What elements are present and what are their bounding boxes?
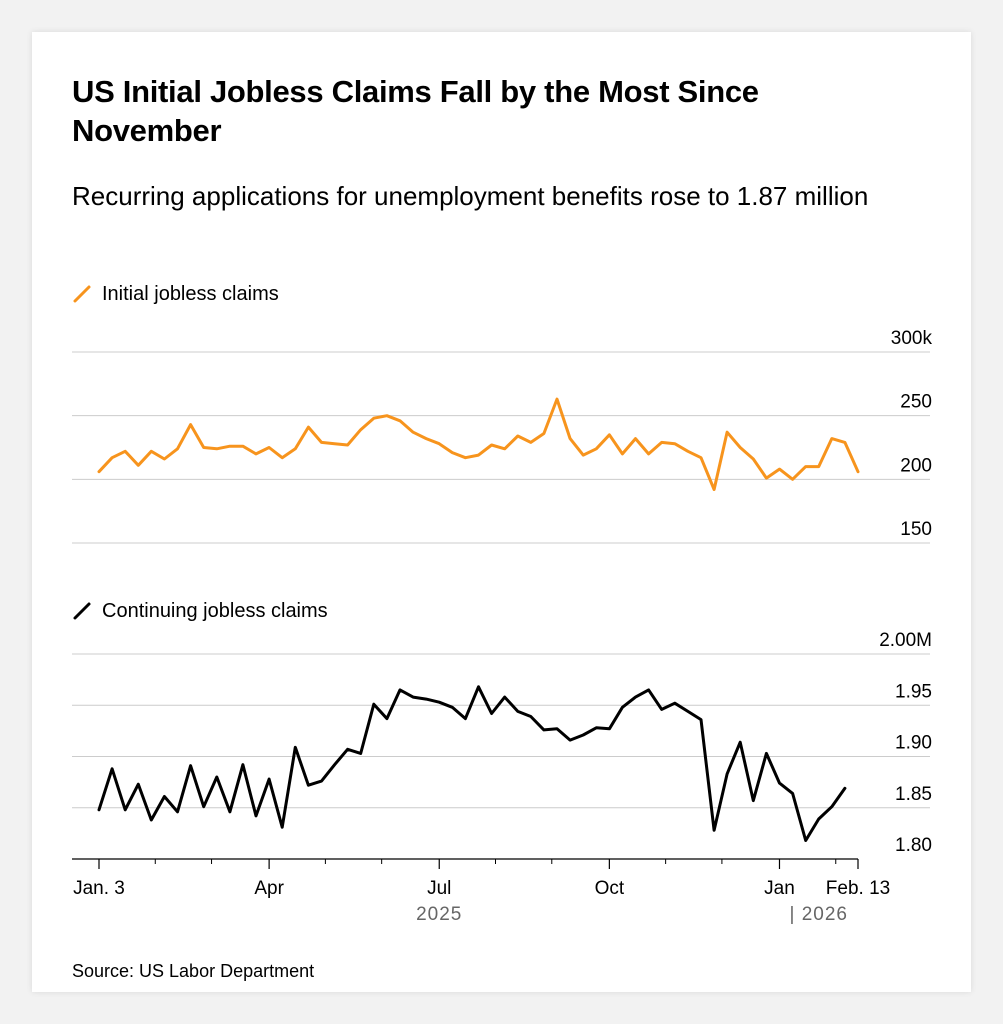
legend-continuing-line-icon <box>73 602 91 620</box>
x-tick-label: Oct <box>595 878 625 899</box>
continuing-y-tick-label: 1.90 <box>895 733 932 754</box>
initial-y-tick-label: 200 <box>900 455 932 476</box>
continuing-series-line <box>97 685 847 842</box>
x-year-label: | 2026 <box>789 904 847 925</box>
initial-y-tick-label: 300k <box>891 328 933 349</box>
continuing-y-tick-label: 1.85 <box>895 784 932 805</box>
x-year-label: 2025 <box>416 904 462 925</box>
legend-initial: Initial jobless claims <box>72 282 279 306</box>
initial-y-tick-label: 250 <box>900 392 932 413</box>
continuing-y-tick-label: 1.95 <box>895 681 932 702</box>
x-tick-label: Apr <box>254 878 284 899</box>
legend-continuing: Continuing jobless claims <box>72 599 328 623</box>
legend-continuing-label: Continuing jobless claims <box>102 600 328 622</box>
initial-y-tick-label: 150 <box>900 519 932 540</box>
continuing-y-tick-label: 1.80 <box>895 835 932 856</box>
initial-series-line <box>97 397 860 491</box>
legend-initial-label: Initial jobless claims <box>102 283 279 305</box>
chart-title: US Initial Jobless Claims Fall by the Mo… <box>72 74 759 148</box>
legend-initial-line-icon <box>73 285 91 303</box>
source-note: Source: US Labor Department <box>72 961 315 981</box>
x-tick-label: Feb. 13 <box>826 878 890 899</box>
x-tick-label: Jan. 3 <box>73 878 125 899</box>
chart-card: US Initial Jobless Claims Fall by the Mo… <box>32 32 971 992</box>
x-tick-label: Jan <box>764 878 795 899</box>
x-tick-label: Jul <box>427 878 451 899</box>
chart-subtitle: Recurring applications for unemployment … <box>72 181 869 211</box>
continuing-y-tick-label: 2.00M <box>879 630 932 651</box>
